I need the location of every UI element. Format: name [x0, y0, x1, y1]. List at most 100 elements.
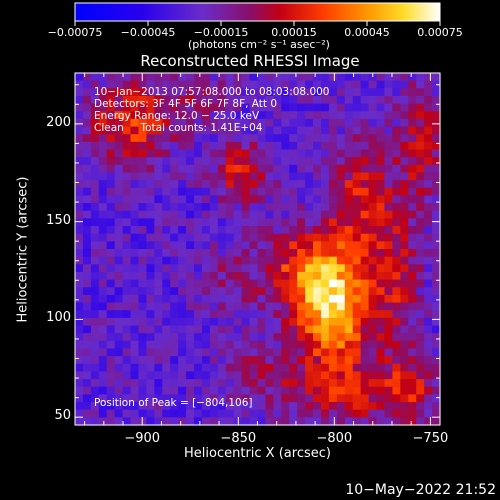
heatmap-cell [194, 294, 203, 304]
heatmap-cell [201, 149, 211, 158]
heatmap-cell [328, 180, 338, 189]
heatmap-cell [75, 417, 84, 426]
heatmap-cell [297, 249, 306, 258]
heatmap-cell [122, 95, 132, 105]
heatmap-cell [186, 371, 195, 380]
heatmap-cell [320, 226, 330, 235]
heatmap-cell [352, 317, 362, 327]
heatmap-cell [75, 310, 84, 319]
heatmap-cell [114, 402, 124, 411]
heatmap-cell [257, 88, 267, 97]
heatmap-cell [146, 95, 155, 105]
heatmap-cell [82, 111, 92, 120]
heatmap-cell [106, 264, 116, 273]
heatmap-cell [273, 218, 282, 227]
heatmap-cell [408, 134, 417, 143]
heatmap-cell [122, 118, 132, 128]
heatmap-cell [400, 203, 409, 212]
heatmap-cell [249, 371, 259, 380]
heatmap-cell [360, 379, 370, 388]
heatmap-cell [297, 103, 306, 112]
heatmap-cell [82, 80, 92, 89]
heatmap-cell [432, 195, 441, 204]
heatmap-cell [194, 73, 203, 82]
heatmap-cell [273, 164, 282, 174]
heatmap-cell [106, 394, 116, 403]
heatmap-cell [400, 340, 409, 350]
heatmap-cell [376, 172, 386, 181]
heatmap-cell [209, 180, 219, 189]
heatmap-cell [424, 287, 433, 296]
heatmap-cell [201, 88, 211, 97]
heatmap-cell [209, 317, 219, 327]
heatmap-cell [408, 164, 417, 174]
heatmap-cell [98, 379, 108, 388]
heatmap-cell [98, 386, 108, 395]
heatmap-cell [336, 141, 346, 151]
heatmap-cell [225, 264, 235, 273]
heatmap-cell [336, 126, 346, 135]
heatmap-cell [265, 325, 274, 334]
heatmap-cell [432, 157, 441, 166]
heatmap-cell [194, 80, 203, 89]
heatmap-cell [368, 302, 378, 311]
heatmap-cell [146, 394, 155, 403]
heatmap-cell [209, 241, 219, 250]
heatmap-cell [90, 73, 100, 82]
heatmap-cell [273, 241, 282, 250]
heatmap-cell [344, 279, 354, 288]
heatmap-cell [106, 302, 116, 311]
heatmap-cell [241, 333, 251, 342]
heatmap-cell [320, 195, 330, 204]
heatmap-cell [130, 287, 140, 296]
heatmap-cell [138, 233, 148, 242]
heatmap-cell [186, 126, 195, 135]
heatmap-cell [90, 187, 100, 197]
heatmap-cell [432, 118, 441, 128]
heatmap-cell [186, 218, 195, 227]
heatmap-cell [320, 294, 330, 304]
heatmap-cell [352, 149, 362, 158]
heatmap-cell [114, 149, 124, 158]
heatmap-cell [162, 210, 171, 219]
heatmap-cell [384, 218, 393, 227]
heatmap-cell [368, 371, 378, 380]
heatmap-cell [249, 187, 259, 197]
heatmap-cell [114, 394, 124, 403]
heatmap-cell [75, 271, 84, 281]
heatmap-cell [225, 333, 235, 342]
heatmap-cell [122, 340, 132, 350]
heatmap-cell [217, 88, 227, 97]
heatmap-cell [233, 279, 243, 288]
heatmap-cell [400, 356, 409, 365]
heatmap-cell [209, 417, 219, 426]
heatmap-cell [257, 111, 267, 120]
x-tick-label: −900 [124, 431, 161, 446]
heatmap-cell [241, 256, 251, 265]
heatmap-cell [392, 417, 401, 426]
heatmap-cell [209, 379, 219, 388]
heatmap-cell [249, 409, 259, 418]
heatmap-cell [305, 118, 314, 128]
heatmap-cell [392, 80, 401, 89]
heatmap-cell [392, 340, 401, 350]
heatmap-cell [305, 210, 314, 219]
heatmap-cell [384, 348, 393, 357]
heatmap-cell [257, 172, 267, 181]
heatmap-cell [186, 417, 195, 426]
heatmap-cell [75, 302, 84, 311]
heatmap-cell [424, 187, 433, 197]
heatmap-cell [368, 80, 378, 89]
heatmap-cell [186, 348, 195, 357]
heatmap-cell [320, 279, 330, 288]
heatmap-cell [130, 302, 140, 311]
heatmap-cell [194, 371, 203, 380]
heatmap-cell [146, 317, 155, 327]
heatmap-cell [90, 287, 100, 296]
heatmap-cell [424, 241, 433, 250]
heatmap-cell [257, 226, 267, 235]
heatmap-cell [75, 294, 84, 304]
heatmap-cell [186, 195, 195, 204]
heatmap-cell [138, 256, 148, 265]
heatmap-cell [320, 149, 330, 158]
